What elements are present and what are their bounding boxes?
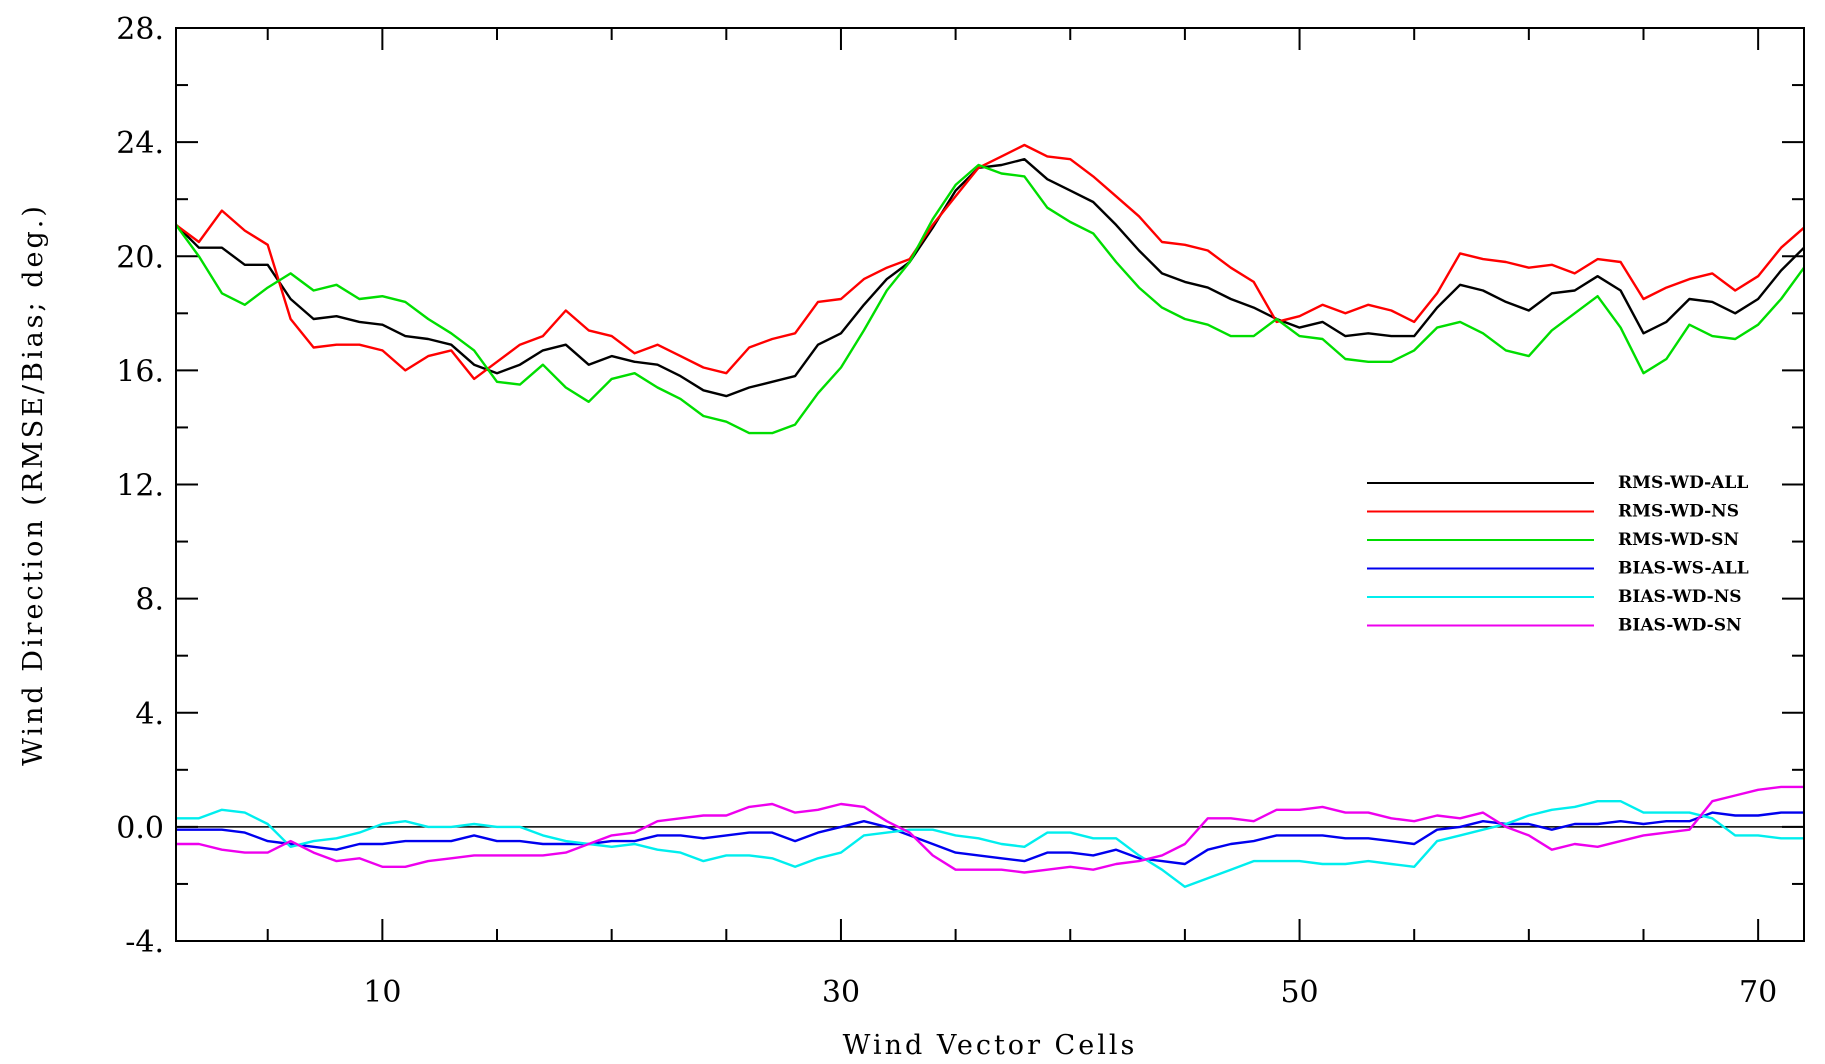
y-tick-label: -4. [125,925,164,960]
y-tick-label: 16. [116,354,164,389]
y-tick-label: 12. [116,469,164,504]
series-line-bias-wd-sn [176,785,1804,874]
x-axis-title: Wind Vector Cells [843,1030,1138,1061]
series-line-rms-wd-all [175,157,1805,398]
legend-label: BIAS-WS-ALL [1618,559,1749,579]
legend: RMS-WD-ALL RMS-WD-NS RMS-WD-SN BIAS-WS-ALL B… [1367,473,1749,636]
legend-label: RMS-WD-SN [1618,530,1739,550]
series-line-bias-wd-ns [176,800,1804,888]
plot-frame [175,27,1805,942]
legend-label: BIAS-WD-SN [1618,616,1742,636]
y-tick-label: 4. [135,697,164,732]
x-tick-label: 70 [1739,975,1777,1010]
y-tick-label: 0.0 [116,811,164,846]
series-lines [175,143,1805,888]
x-tick-label: 50 [1280,975,1318,1010]
series-line-rms-wd-sn [175,163,1805,435]
series-line-rms-wd-ns [175,143,1805,381]
y-tick-label: 28. [116,12,164,47]
legend-label: RMS-WD-ALL [1618,473,1748,493]
y-tick-label: 24. [116,126,164,161]
series-line-bias-ws-all [176,811,1804,866]
y-tick-label: 20. [116,240,164,275]
y-tick-label: 8. [135,583,164,618]
y-axis-title: Wind Direction (RMSE/Bias; deg.) [18,203,49,766]
tick-labels: -4. 0.0 4. 8. 12. 16. 20. 24. 28. 10 30 50 70 [116,12,1777,1010]
x-tick-label: 10 [363,975,401,1010]
legend-label: BIAS-WD-NS [1618,587,1742,607]
legend-label: RMS-WD-NS [1618,502,1739,522]
x-tick-label: 30 [822,975,860,1010]
